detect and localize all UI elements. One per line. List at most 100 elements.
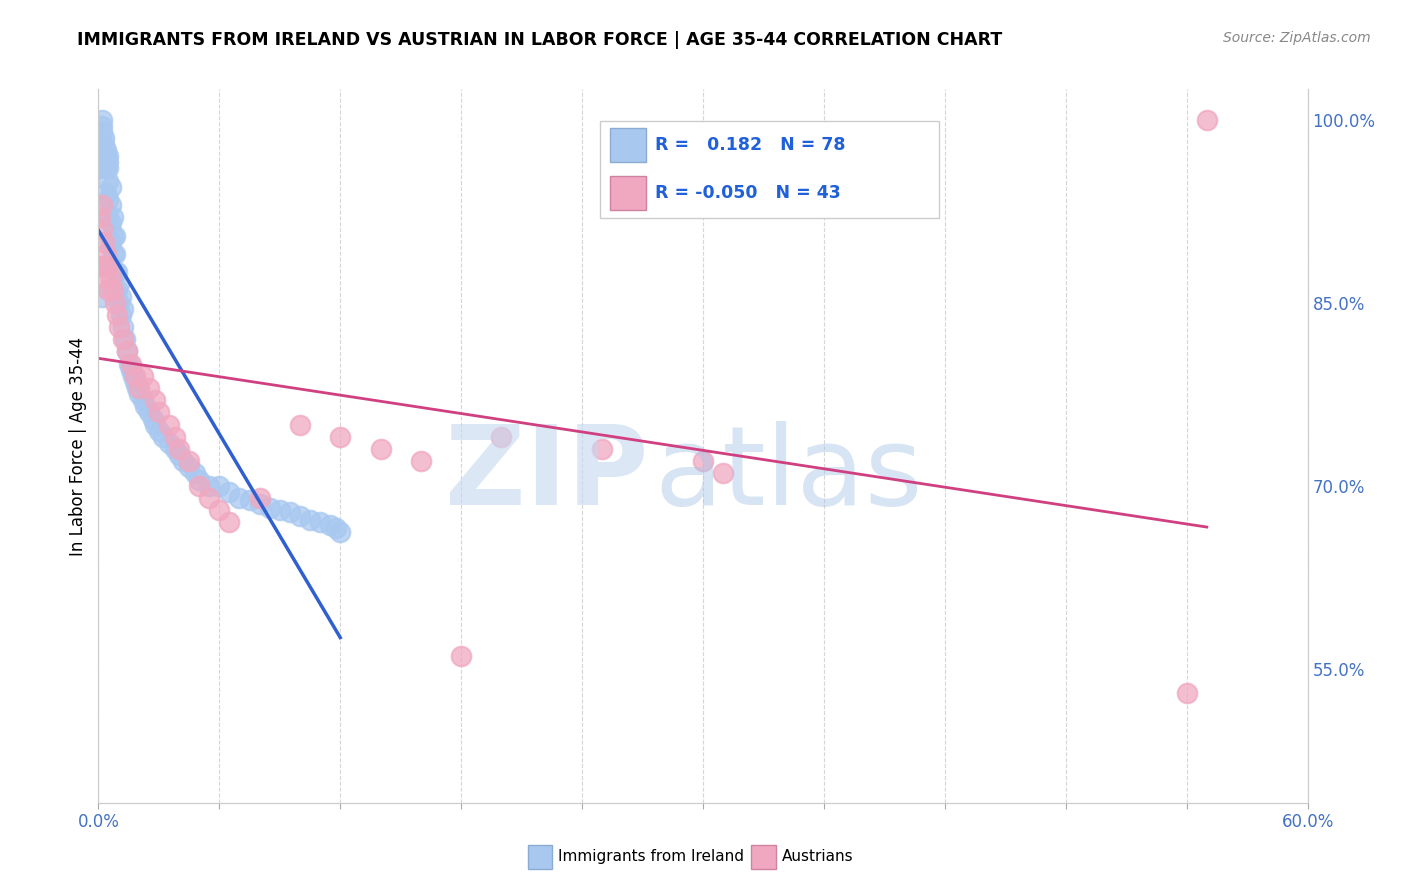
Point: [107, 320, 129, 334]
Point: [93, 137, 115, 152]
Point: [188, 478, 211, 492]
Point: [299, 513, 322, 527]
FancyBboxPatch shape: [527, 845, 551, 869]
Point: [309, 515, 332, 529]
Point: [121, 368, 143, 383]
Point: [111, 320, 134, 334]
Point: [91, 222, 114, 236]
Point: [97, 149, 120, 163]
Point: [103, 295, 125, 310]
Point: [101, 228, 124, 243]
Text: R =   0.182   N = 78: R = 0.182 N = 78: [655, 136, 845, 154]
Point: [163, 430, 186, 444]
Point: [134, 400, 156, 414]
Point: [93, 149, 115, 163]
Point: [409, 454, 432, 468]
Point: [125, 381, 148, 395]
Point: [100, 216, 122, 230]
Point: [239, 493, 262, 508]
Point: [100, 235, 122, 249]
Point: [93, 143, 115, 157]
Point: [107, 295, 129, 310]
FancyBboxPatch shape: [751, 845, 776, 869]
Point: [110, 289, 132, 303]
Point: [105, 265, 128, 279]
Point: [163, 442, 186, 456]
Point: [329, 430, 352, 444]
Point: [288, 509, 311, 524]
Point: [1175, 686, 1198, 700]
Text: R = -0.050   N = 43: R = -0.050 N = 43: [655, 184, 841, 202]
Point: [97, 155, 120, 169]
Point: [91, 125, 114, 139]
Point: [100, 271, 122, 285]
Point: [115, 344, 138, 359]
Text: Source: ZipAtlas.com: Source: ZipAtlas.com: [1223, 31, 1371, 45]
Point: [148, 424, 170, 438]
Point: [172, 454, 194, 468]
Point: [100, 198, 122, 212]
Point: [101, 211, 124, 225]
Point: [93, 131, 115, 145]
Point: [120, 363, 142, 377]
Point: [591, 442, 613, 456]
Point: [97, 211, 120, 225]
Point: [228, 491, 250, 505]
Point: [249, 491, 271, 505]
Text: IMMIGRANTS FROM IRELAND VS AUSTRIAN IN LABOR FORCE | AGE 35-44 CORRELATION CHART: IMMIGRANTS FROM IRELAND VS AUSTRIAN IN L…: [77, 31, 1002, 49]
Point: [97, 284, 120, 298]
Point: [269, 503, 291, 517]
Point: [97, 161, 120, 176]
Point: [218, 484, 240, 499]
Point: [218, 515, 240, 529]
Point: [120, 357, 142, 371]
Text: ZIP: ZIP: [446, 421, 648, 528]
Point: [184, 467, 207, 481]
Point: [107, 277, 129, 292]
Point: [142, 411, 165, 425]
Point: [96, 149, 118, 163]
Point: [96, 271, 118, 285]
Point: [259, 500, 281, 515]
Point: [450, 649, 472, 664]
Point: [157, 436, 180, 450]
Y-axis label: In Labor Force | Age 35-44: In Labor Force | Age 35-44: [69, 336, 87, 556]
Point: [138, 405, 160, 419]
Point: [101, 284, 124, 298]
Point: [692, 454, 714, 468]
Text: atlas: atlas: [655, 421, 924, 528]
Point: [208, 503, 231, 517]
Text: Austrians: Austrians: [782, 849, 853, 863]
Point: [167, 448, 190, 462]
Point: [208, 478, 231, 492]
Point: [115, 344, 138, 359]
Point: [91, 112, 114, 127]
Point: [103, 228, 125, 243]
Point: [103, 247, 125, 261]
Point: [111, 332, 134, 346]
FancyBboxPatch shape: [600, 121, 939, 218]
Point: [198, 491, 221, 505]
Point: [132, 368, 155, 383]
Point: [157, 417, 180, 432]
Point: [96, 143, 118, 157]
Point: [96, 186, 118, 200]
Point: [288, 417, 311, 432]
Point: [319, 517, 342, 532]
Point: [179, 454, 201, 468]
Point: [128, 381, 150, 395]
Point: [110, 308, 132, 322]
Point: [278, 506, 301, 520]
Point: [188, 473, 211, 487]
Point: [491, 430, 513, 444]
Point: [124, 368, 146, 383]
Point: [89, 161, 111, 176]
Point: [148, 405, 170, 419]
Point: [124, 375, 146, 389]
Point: [89, 259, 111, 273]
Point: [167, 442, 190, 456]
Point: [96, 161, 118, 176]
Point: [143, 417, 166, 432]
Point: [370, 442, 392, 456]
Point: [325, 521, 347, 535]
